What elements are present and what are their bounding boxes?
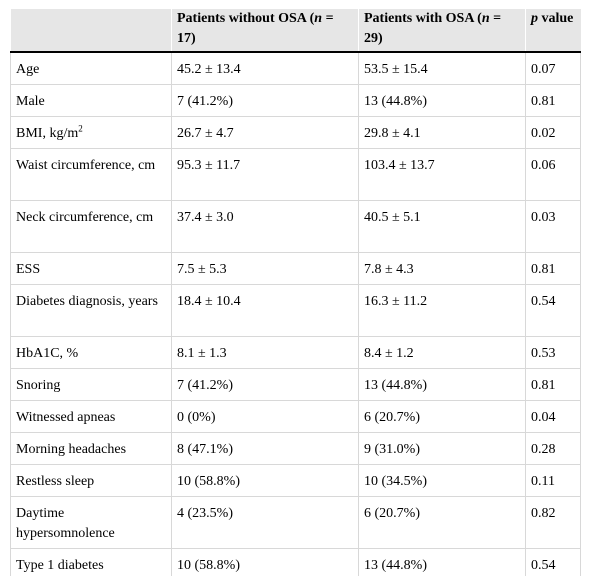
header-p-value: p value: [526, 9, 581, 52]
cell-with-osa: 103.4 ± 13.7: [359, 149, 526, 201]
cell-without-osa: 37.4 ± 3.0: [172, 201, 359, 253]
cell-without-osa: 7.5 ± 5.3: [172, 253, 359, 285]
cell-with-osa: 10 (34.5%): [359, 465, 526, 497]
cell-variable: Diabetes diagnosis, years: [11, 285, 172, 337]
cell-variable: BMI, kg/m2: [11, 117, 172, 149]
header-row: Patients without OSA (n = 17) Patients w…: [11, 9, 581, 52]
cell-with-osa: 29.8 ± 4.1: [359, 117, 526, 149]
cell-without-osa: 8.1 ± 1.3: [172, 337, 359, 369]
cell-variable: HbA1C, %: [11, 337, 172, 369]
characteristics-table-container: Patients without OSA (n = 17) Patients w…: [10, 9, 580, 576]
cell-without-osa: 0 (0%): [172, 401, 359, 433]
cell-with-osa: 53.5 ± 15.4: [359, 52, 526, 85]
unit-superscript: 2: [78, 123, 83, 133]
cell-without-osa: 10 (58.8%): [172, 465, 359, 497]
cell-p-value: 0.04: [526, 401, 581, 433]
cell-with-osa: 13 (44.8%): [359, 369, 526, 401]
cell-without-osa: 7 (41.2%): [172, 85, 359, 117]
header-variable: [11, 9, 172, 52]
cell-with-osa: 7.8 ± 4.3: [359, 253, 526, 285]
cell-without-osa: 7 (41.2%): [172, 369, 359, 401]
cell-with-osa: 6 (20.7%): [359, 497, 526, 549]
cell-p-value: 0.81: [526, 369, 581, 401]
cell-variable: Waist circumference, cm: [11, 149, 172, 201]
cell-with-osa: 9 (31.0%): [359, 433, 526, 465]
cell-variable: Neck circumference, cm: [11, 201, 172, 253]
cell-p-value: 0.54: [526, 549, 581, 576]
cell-variable: ESS: [11, 253, 172, 285]
cell-p-value: 0.54: [526, 285, 581, 337]
cell-p-value: 0.02: [526, 117, 581, 149]
cell-variable: Restless sleep: [11, 465, 172, 497]
cell-p-value: 0.07: [526, 52, 581, 85]
cell-variable: Snoring: [11, 369, 172, 401]
cell-without-osa: 26.7 ± 4.7: [172, 117, 359, 149]
cell-p-value: 0.06: [526, 149, 581, 201]
cell-p-value: 0.81: [526, 85, 581, 117]
cell-variable: Witnessed apneas: [11, 401, 172, 433]
cell-variable: Male: [11, 85, 172, 117]
cell-p-value: 0.82: [526, 497, 581, 549]
cell-with-osa: 40.5 ± 5.1: [359, 201, 526, 253]
cell-p-value: 0.11: [526, 465, 581, 497]
cell-without-osa: 45.2 ± 13.4: [172, 52, 359, 85]
table-header: Patients without OSA (n = 17) Patients w…: [11, 9, 581, 52]
cell-p-value: 0.28: [526, 433, 581, 465]
cell-without-osa: 95.3 ± 11.7: [172, 149, 359, 201]
cell-p-value: 0.03: [526, 201, 581, 253]
cell-with-osa: 8.4 ± 1.2: [359, 337, 526, 369]
header-without-osa: Patients without OSA (n = 17): [172, 9, 359, 52]
cell-p-value: 0.81: [526, 253, 581, 285]
header-with-osa: Patients with OSA (n = 29): [359, 9, 526, 52]
cell-without-osa: 10 (58.8%): [172, 549, 359, 576]
cell-without-osa: 8 (47.1%): [172, 433, 359, 465]
patient-characteristics-table: Patients without OSA (n = 17) Patients w…: [10, 9, 581, 576]
cell-with-osa: 16.3 ± 11.2: [359, 285, 526, 337]
cell-variable: Age: [11, 52, 172, 85]
cell-with-osa: 13 (44.8%): [359, 85, 526, 117]
cell-without-osa: 4 (23.5%): [172, 497, 359, 549]
cell-with-osa: 6 (20.7%): [359, 401, 526, 433]
cell-variable: Daytime hypersomnolence: [11, 497, 172, 549]
cell-variable: Morning headaches: [11, 433, 172, 465]
cell-with-osa: 13 (44.8%): [359, 549, 526, 576]
cell-without-osa: 18.4 ± 10.4: [172, 285, 359, 337]
cell-variable: Type 1 diabetes: [11, 549, 172, 576]
cell-p-value: 0.53: [526, 337, 581, 369]
